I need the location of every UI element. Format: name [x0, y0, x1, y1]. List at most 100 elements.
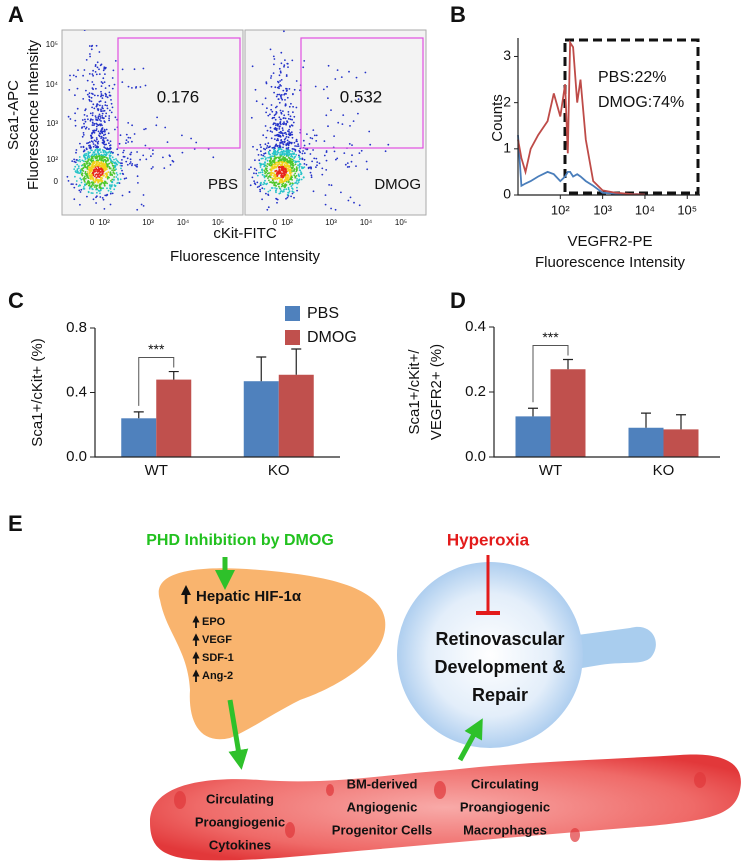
event-dot — [292, 191, 295, 194]
bar — [121, 418, 157, 457]
event-dot — [283, 65, 285, 68]
event-dot — [139, 158, 142, 161]
event-dot — [97, 148, 99, 151]
event-dot — [190, 137, 193, 140]
event-dot — [293, 156, 296, 159]
event-dot — [273, 165, 276, 168]
event-dot — [79, 203, 81, 206]
event-dot — [91, 163, 94, 166]
event-dot — [261, 198, 263, 201]
event-dot — [72, 74, 75, 77]
event-dot — [275, 156, 278, 159]
event-dot — [253, 167, 256, 170]
event-dot — [274, 151, 277, 154]
event-dot — [98, 172, 101, 175]
event-dot — [276, 144, 279, 147]
event-dot — [111, 164, 114, 167]
event-dot — [271, 177, 274, 180]
event-dot — [100, 137, 102, 140]
event-dot — [102, 154, 105, 157]
error-bar — [168, 370, 179, 380]
event-dot — [118, 182, 121, 185]
event-dot — [284, 180, 287, 182]
event-dot — [287, 111, 290, 113]
event-dot — [150, 155, 152, 158]
event-dot — [283, 186, 286, 189]
event-dot — [142, 154, 145, 157]
event-dot — [300, 178, 303, 181]
event-dot — [272, 116, 274, 119]
event-dot — [106, 96, 109, 98]
event-dot — [91, 157, 94, 160]
event-dot — [279, 141, 282, 144]
event-dot — [95, 117, 97, 119]
event-dot — [277, 124, 279, 127]
event-dot — [287, 146, 290, 149]
event-dot — [286, 176, 289, 179]
event-dot — [107, 151, 110, 154]
event-dot — [303, 152, 306, 155]
event-dot — [269, 126, 272, 129]
event-dot — [92, 159, 95, 162]
event-dot — [76, 87, 79, 90]
event-dot — [288, 153, 291, 156]
event-dot — [90, 48, 93, 51]
event-dot — [110, 99, 112, 101]
event-dot — [84, 160, 87, 163]
event-dot — [96, 180, 99, 183]
event-dot — [267, 190, 270, 193]
event-dot — [104, 133, 107, 136]
gate-value: 0.176 — [157, 87, 200, 106]
event-dot — [81, 126, 84, 128]
event-dot — [80, 178, 83, 181]
event-dot — [285, 123, 287, 126]
vessel-text: BM-derived — [347, 776, 418, 791]
event-dot — [111, 77, 114, 79]
event-dot — [95, 168, 97, 171]
event-dot — [98, 119, 101, 121]
event-dot — [254, 88, 257, 91]
event-dot — [355, 165, 357, 168]
event-dot — [287, 155, 290, 157]
y-tick-label: 1 — [503, 140, 511, 156]
event-dot — [280, 176, 282, 179]
event-dot — [102, 181, 104, 184]
event-dot — [265, 81, 268, 83]
event-dot — [110, 185, 113, 188]
event-dot — [255, 100, 258, 103]
event-dot — [271, 168, 273, 170]
event-dot — [284, 117, 287, 120]
eye — [397, 562, 583, 748]
event-dot — [310, 174, 313, 177]
event-dot — [297, 181, 300, 184]
event-dot — [98, 167, 100, 170]
event-dot — [291, 133, 294, 136]
event-dot — [66, 175, 69, 178]
event-dot — [291, 118, 293, 121]
event-dot — [97, 130, 100, 133]
event-dot — [100, 85, 103, 87]
event-dot — [280, 132, 282, 135]
event-dot — [262, 183, 264, 186]
event-dot — [273, 58, 276, 60]
legend-swatch — [285, 306, 300, 321]
event-dot — [273, 91, 275, 94]
event-dot — [103, 169, 106, 172]
event-dot — [273, 172, 275, 175]
event-dot — [321, 173, 324, 176]
event-dot — [276, 93, 279, 96]
event-dot — [278, 163, 281, 166]
event-dot — [266, 170, 269, 172]
event-dot — [291, 187, 293, 190]
event-dot — [95, 137, 98, 139]
y-tick-label: 10³ — [46, 119, 58, 128]
event-dot — [279, 192, 282, 194]
event-dot — [108, 94, 111, 97]
event-dot — [287, 191, 289, 194]
event-dot — [104, 167, 106, 170]
event-dot — [95, 170, 97, 172]
event-dot — [281, 150, 284, 153]
event-dot — [279, 135, 282, 138]
event-dot — [166, 141, 169, 144]
event-dot — [284, 185, 287, 187]
